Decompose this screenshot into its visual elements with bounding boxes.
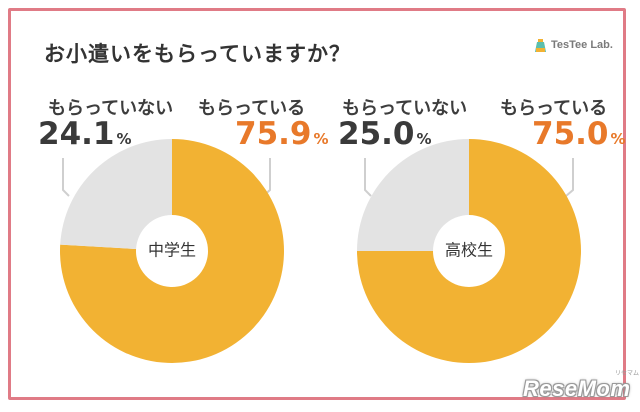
chart1-value-yes-unit: % (313, 130, 329, 148)
chart1-value-yes: 75.9% (235, 116, 329, 152)
chart2-value-no: 25.0% (338, 116, 432, 152)
chart1-value-no-number: 24.1 (38, 116, 115, 152)
chart2-leader-yes (565, 158, 574, 197)
chart1-slice-no (60, 139, 172, 249)
chart2-label-no: もらっていない (342, 98, 468, 119)
donut-chart-high-school (357, 139, 581, 363)
survey-title: お小遣いをもらっていますか？ (44, 42, 351, 66)
chart1-value-yes-number: 75.9 (235, 116, 312, 152)
chart2-label-yes: もらっている (500, 98, 608, 119)
watermark-text: ReseMom (523, 376, 631, 401)
donut-chart-junior-high (60, 139, 284, 364)
chart1-leader-no (62, 158, 70, 197)
brand-name: TesTee Lab. (551, 39, 613, 51)
watermark-sub: リセマム (615, 370, 640, 377)
chart2-value-no-unit: % (416, 130, 432, 148)
chart2-slice-yes (357, 139, 581, 363)
chart2-value-yes-unit: % (610, 130, 626, 148)
chart1-value-no: 24.1% (38, 116, 132, 152)
chart1-center-label: 中学生 (148, 241, 196, 260)
chart2-value-no-number: 25.0 (338, 116, 415, 152)
card-frame (8, 8, 626, 400)
testee-lab-icon (535, 39, 546, 52)
chart2-slice-no (357, 139, 469, 251)
chart2-value-yes: 75.0% (532, 116, 626, 152)
chart2-center-label: 高校生 (445, 241, 493, 260)
chart2-leader-no (364, 158, 372, 197)
chart1-label-no: もらっていない (48, 98, 174, 119)
chart2-value-yes-number: 75.0 (532, 116, 609, 152)
chart1-label-yes: もらっている (198, 98, 306, 119)
chart1-value-no-unit: % (116, 130, 132, 148)
chart1-slice-yes (60, 139, 284, 364)
